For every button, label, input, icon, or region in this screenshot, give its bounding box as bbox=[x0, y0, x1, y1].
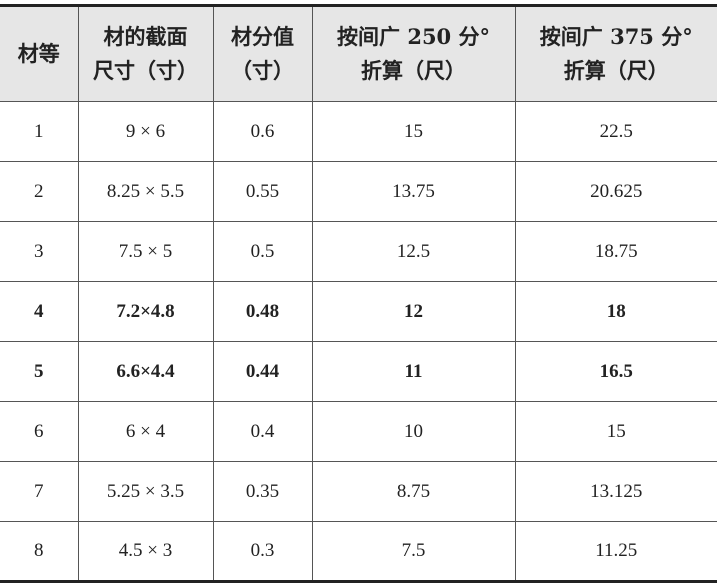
header-row: 材等 材的截面 尺寸（寸） 材分值 （寸） 按间广 250 分° 折算（尺） 按间广 375 … bbox=[0, 5, 717, 102]
column-header-line: 尺寸（寸） bbox=[93, 58, 198, 83]
column-header-line: 材的截面 bbox=[103, 24, 188, 49]
table-cell: 6 × 4 bbox=[77, 401, 214, 462]
table-cell: 7 bbox=[0, 461, 79, 522]
table-cell: 13.125 bbox=[514, 461, 717, 522]
table-cell: 4 bbox=[0, 281, 79, 342]
column-header-line: 折算（尺） bbox=[563, 58, 669, 83]
table-cell: 15 bbox=[514, 401, 717, 462]
column-header-line: 按间广 250 分° bbox=[337, 24, 490, 49]
table-cell: 0.3 bbox=[212, 521, 313, 582]
table-cell: 0.4 bbox=[212, 401, 313, 462]
table-cell: 20.625 bbox=[514, 161, 717, 222]
table-cell: 22.5 bbox=[514, 101, 717, 162]
table-cell: 8 bbox=[0, 521, 79, 582]
table-cell: 18.75 bbox=[514, 221, 717, 282]
column-header-line: 材等 bbox=[17, 41, 60, 66]
table-cell: 6 bbox=[0, 401, 79, 462]
table-cell: 11.25 bbox=[514, 521, 717, 582]
table-cell: 11 bbox=[311, 341, 516, 402]
table-cell: 5 bbox=[0, 341, 79, 402]
table-cell: 16.5 bbox=[514, 341, 717, 402]
table-cell: 10 bbox=[311, 401, 516, 462]
column-header: 材分值 （寸） bbox=[212, 5, 313, 102]
table-cell: 9 × 6 bbox=[77, 101, 214, 162]
table-cell: 0.6 bbox=[212, 101, 313, 162]
table-cell: 8.75 bbox=[311, 461, 516, 522]
table-cell: 4.5 × 3 bbox=[77, 521, 214, 582]
column-header: 材等 bbox=[0, 5, 79, 102]
column-header-line: （寸） bbox=[231, 58, 294, 83]
table-cell: 7.5 bbox=[311, 521, 516, 582]
column-header: 材的截面尺寸（寸） bbox=[77, 5, 214, 102]
table-cell: 0.44 bbox=[212, 341, 313, 402]
table-row: 3 7.5 × 5 0.5 12.5 18.75 bbox=[0, 221, 717, 282]
table-cell: 15 bbox=[311, 101, 516, 162]
table-cell: 0.5 bbox=[212, 221, 313, 282]
table-cell: 7.5 × 5 bbox=[77, 221, 214, 282]
table-row: 2 8.25 × 5.5 0.55 13.75 20.625 bbox=[0, 161, 717, 222]
table-cell: 1 bbox=[0, 101, 79, 162]
table-cell: 0.48 bbox=[212, 281, 313, 342]
table-cell: 0.55 bbox=[212, 161, 313, 222]
table-cell: 7.2×4.8 bbox=[77, 281, 214, 342]
table-cell: 8.25 × 5.5 bbox=[77, 161, 214, 222]
table-cell: 18 bbox=[514, 281, 717, 342]
table-cell: 12.5 bbox=[311, 221, 516, 282]
table-cell: 12 bbox=[311, 281, 516, 342]
column-header: 按间广 250 分° 折算（尺） bbox=[311, 5, 516, 102]
column-header-line: 按间广 375 分° bbox=[539, 24, 693, 49]
data-table: 材等 材的截面 尺寸（寸） 材分值 （寸） 按间广 250 分° 折算（尺） 按间广 375 … bbox=[0, 4, 717, 583]
table-cell: 13.75 bbox=[311, 161, 516, 222]
table-cell: 6.6×4.4 bbox=[77, 341, 214, 402]
table-row: 5 6.6×4.4 0.44 11 16.5 bbox=[0, 341, 717, 402]
column-header: 按间广 375 分° 折算（尺） bbox=[514, 5, 717, 102]
table-cell: 5.25 × 3.5 bbox=[77, 461, 214, 522]
table-cell: 3 bbox=[0, 221, 79, 282]
table-cell: 2 bbox=[0, 161, 79, 222]
table-row: 7 5.25 × 3.5 0.35 8.75 13.125 bbox=[0, 461, 717, 522]
table-cell: 0.35 bbox=[212, 461, 313, 522]
column-header-line: 折算（尺） bbox=[361, 58, 466, 83]
table-row: 8 4.5 × 3 0.3 7.5 11.25 bbox=[0, 521, 717, 582]
column-header-line: 材分值 bbox=[231, 24, 294, 49]
table-row: 4 7.2×4.8 0.48 12 18 bbox=[0, 281, 717, 342]
